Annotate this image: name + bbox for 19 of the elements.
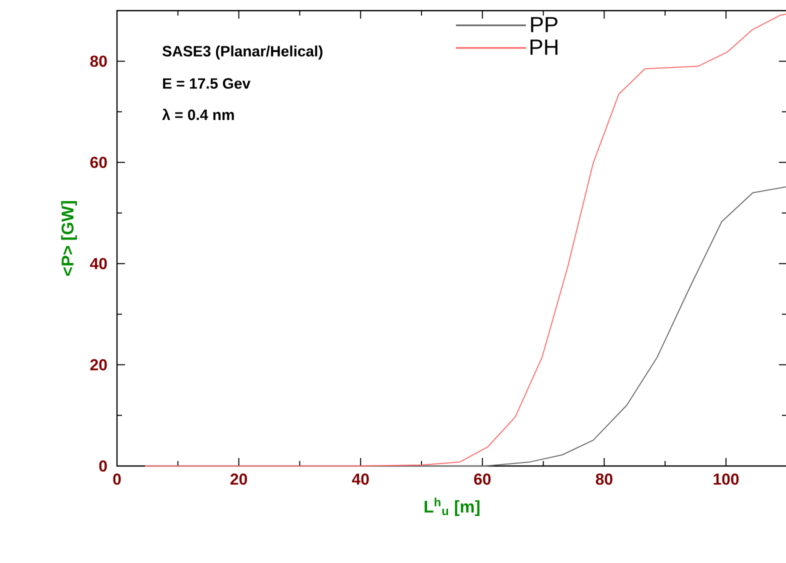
legend-label: PP (531, 17, 558, 32)
x-tick-label: 40 (352, 474, 369, 485)
x-tick-label: 60 (474, 474, 491, 485)
annotation: E = 17.5 Gev (163, 78, 250, 89)
y-axis-title: <P> [GW] (61, 201, 77, 276)
x-tick-label: 80 (596, 474, 612, 485)
annotation: SASE3 (Planar/Helical) (162, 46, 322, 60)
x-axis-title: L$^{h}$$_{u}$ [m] (424, 498, 480, 516)
y-tick-label: 20 (90, 359, 107, 370)
x-tick-label: 20 (230, 474, 248, 485)
y-tick-label: 60 (90, 156, 107, 168)
line-series (144, 14, 786, 466)
x-tick-label: 0 (113, 474, 121, 485)
x-tick-label: 100 (714, 474, 739, 485)
legend-label: PH (530, 40, 558, 55)
annotation: λ = 0.4 nm (162, 108, 234, 120)
y-tick-label: 0 (99, 460, 107, 472)
y-tick-label: 40 (90, 258, 107, 270)
y-tick-label: 80 (90, 56, 107, 67)
